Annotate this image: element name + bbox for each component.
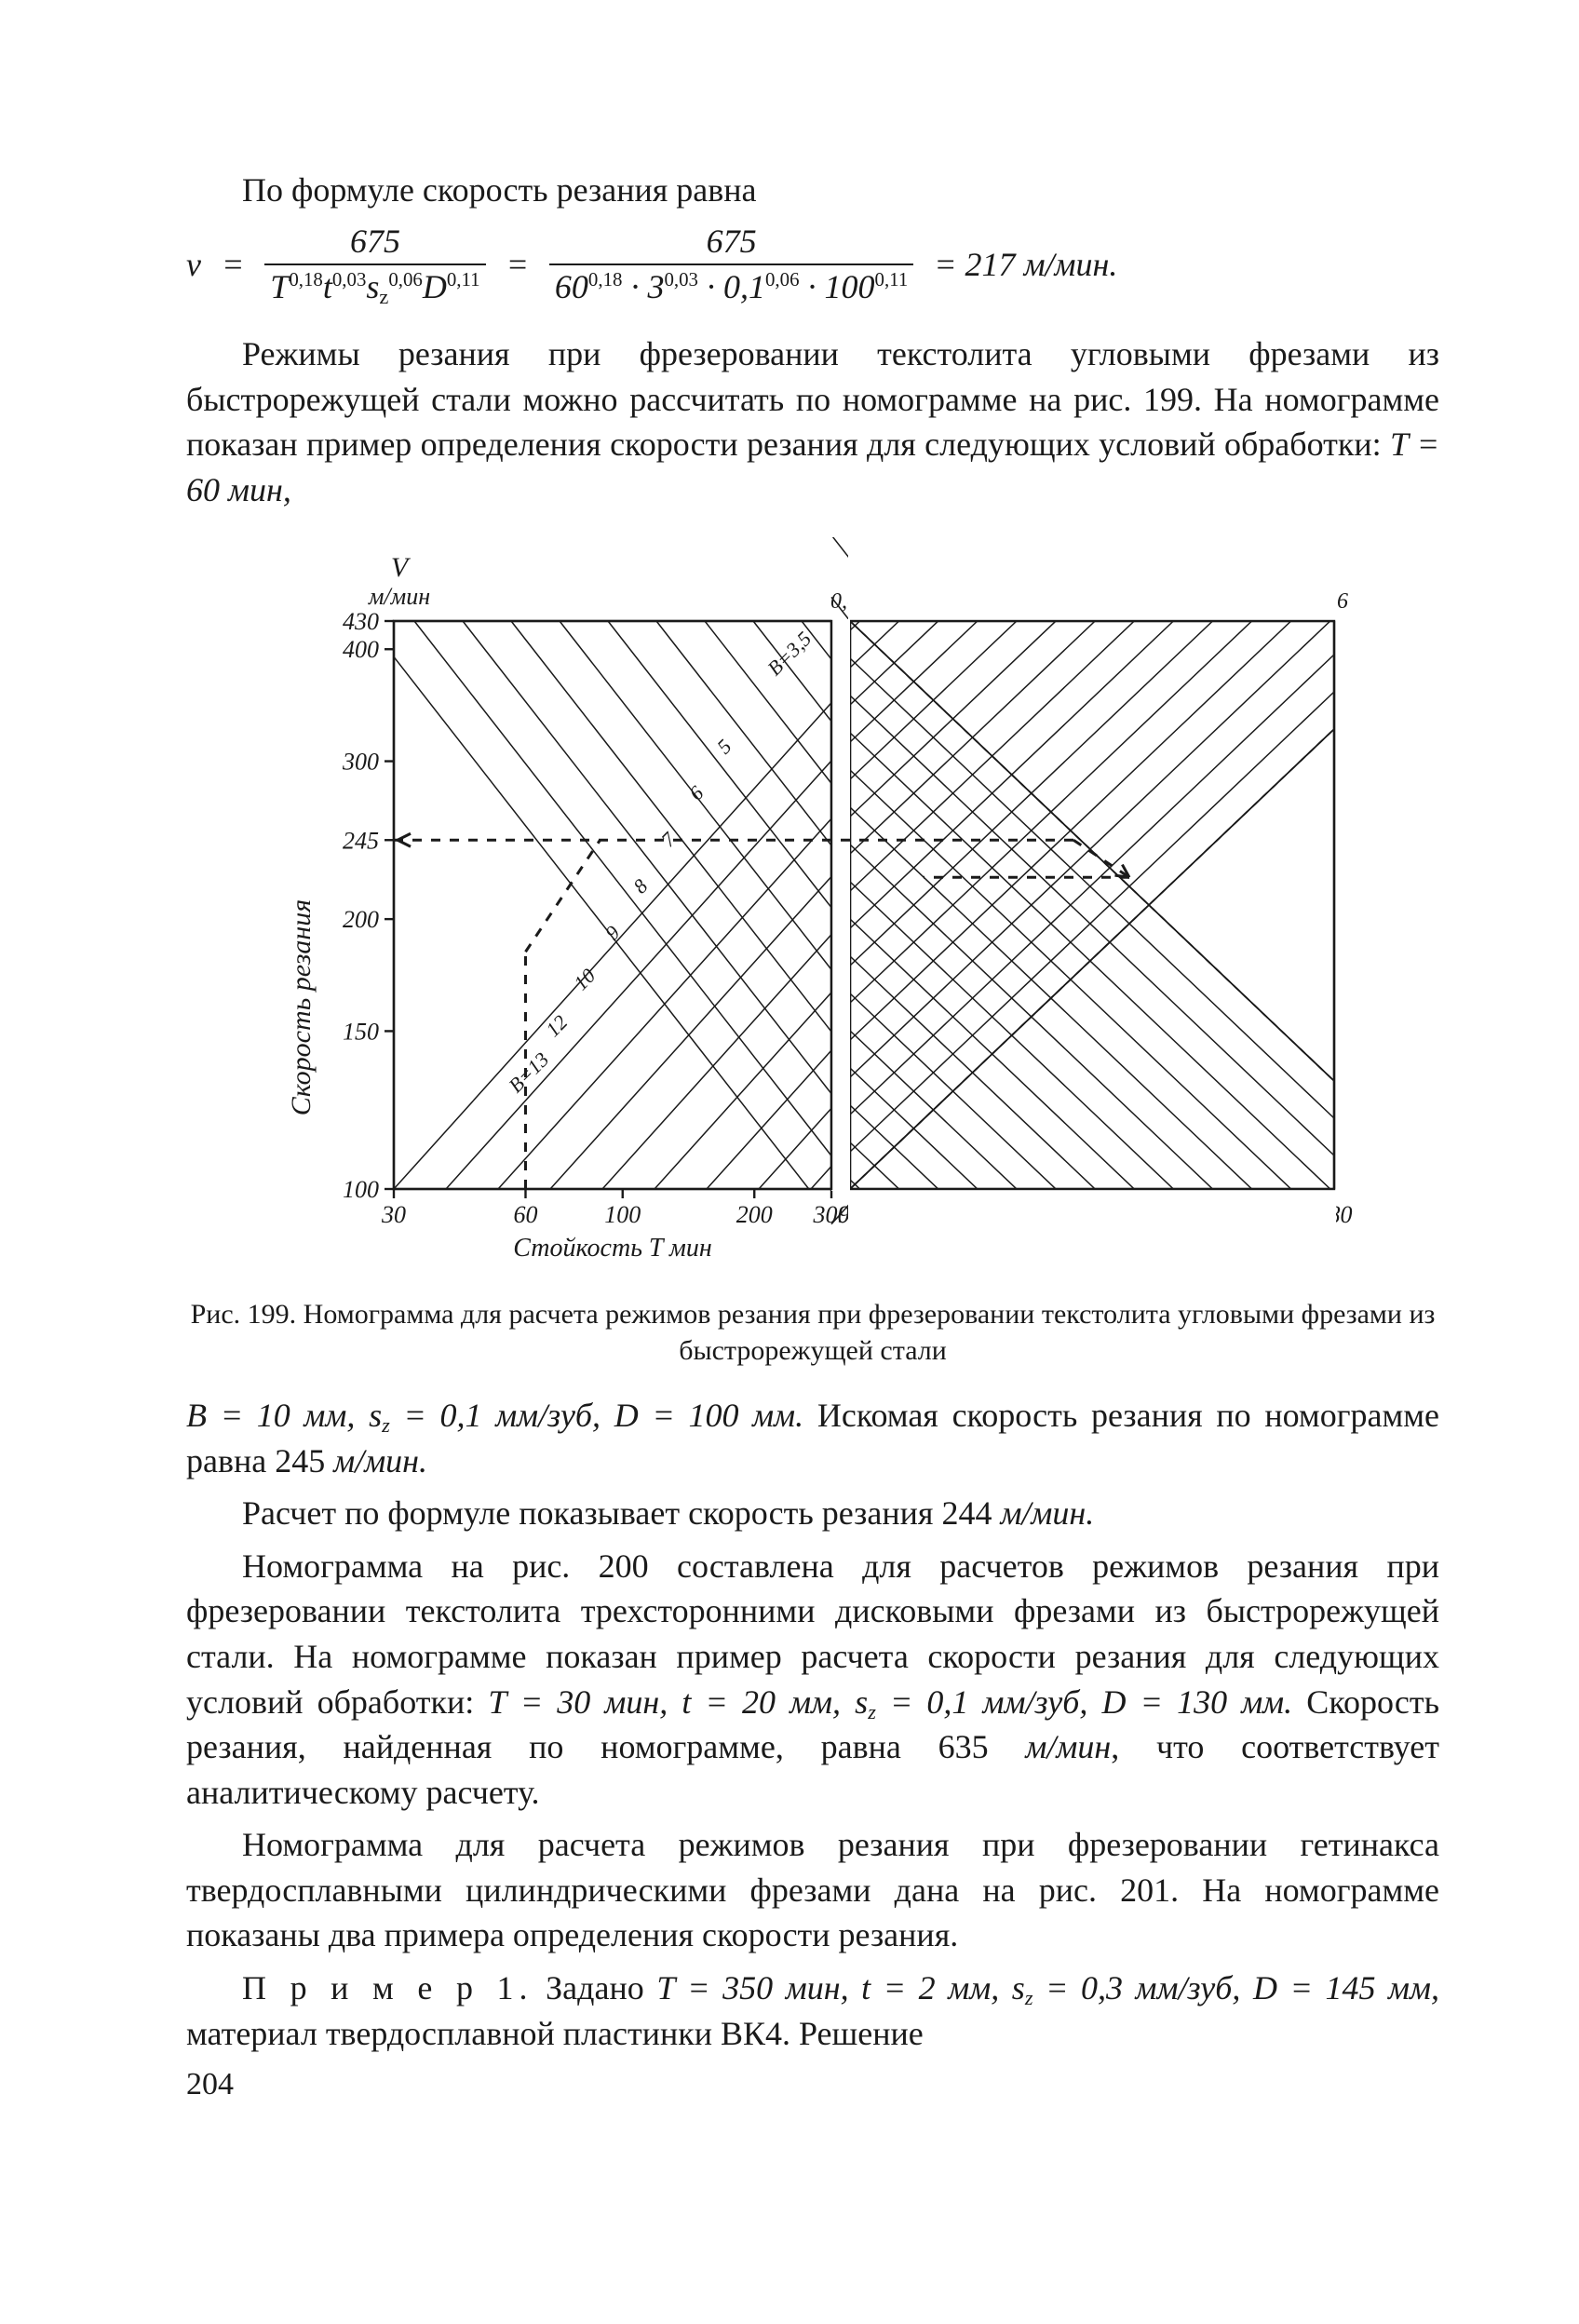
- svg-text:100: 100: [604, 1201, 641, 1228]
- svg-text:300: 300: [342, 748, 379, 775]
- svg-text:245: 245: [343, 827, 379, 854]
- svg-text:200: 200: [343, 906, 379, 933]
- formula-v: v: [186, 242, 201, 288]
- para-intro-nomogram: Режимы резания при фрезеровании текстоли…: [186, 331, 1439, 512]
- svg-text:Стойкость T мин: Стойкость T мин: [513, 1234, 712, 1263]
- den2: 600,18 · 30,03 · 0,10,06 · 1000,11: [549, 270, 913, 305]
- eq1: =: [222, 242, 244, 288]
- svg-text:150: 150: [343, 1018, 379, 1045]
- figure-199: 100 150 200 245 300 400430 Vм/мин Скорость реза…: [254, 537, 1371, 1276]
- svg-text:B=3,5: B=3,5: [763, 627, 816, 680]
- svg-text:8: 8: [628, 874, 652, 898]
- svg-text:430: 430: [343, 608, 379, 635]
- page-number: 204: [186, 2063, 1439, 2106]
- eq2: =: [506, 242, 529, 288]
- svg-text:6: 6: [684, 781, 708, 804]
- svg-text:12: 12: [541, 1010, 572, 1041]
- para-example-params: B = 10 мм, sz = 0,1 мм/зуб, D = 100 мм. …: [186, 1393, 1439, 1483]
- svg-text:Скорость резания: Скорость резания: [286, 899, 317, 1115]
- svg-text:V: V: [391, 552, 412, 583]
- nomogram-svg: 100 150 200 245 300 400430 Vм/мин Скорость реза…: [254, 537, 1371, 1263]
- svg-text:60: 60: [513, 1201, 537, 1228]
- fraction-2: 675 600,18 · 30,03 · 0,10,06 · 1000,11: [549, 224, 913, 306]
- svg-text:B=13: B=13: [504, 1047, 553, 1097]
- svg-text:9: 9: [601, 921, 624, 944]
- figure-caption: Рис. 199. Номограмма для расчета режимов…: [186, 1297, 1439, 1369]
- para-calc-244: Расчет по формуле показывает скорость ре…: [186, 1491, 1439, 1536]
- svg-text:100: 100: [343, 1176, 379, 1203]
- den1: T0,18t0,03sz0,06D0,11: [264, 270, 485, 305]
- speed-formula: v = 675 T0,18t0,03sz0,06D0,11 = 675 600,…: [186, 224, 1439, 306]
- intro-line: По формуле скорость резания равна: [186, 168, 1439, 213]
- svg-text:5: 5: [712, 735, 736, 758]
- svg-text:400: 400: [343, 636, 379, 663]
- svg-text:200: 200: [736, 1201, 773, 1228]
- para-fig201: Номограмма для расчета режимов резания п…: [186, 1822, 1439, 1958]
- num1: 675: [344, 224, 406, 260]
- fraction-1: 675 T0,18t0,03sz0,06D0,11: [264, 224, 485, 306]
- para-example-1: П р и м е р 1. Задано T = 350 мин, t = 2…: [186, 1966, 1439, 2056]
- svg-text:30: 30: [381, 1201, 406, 1228]
- num2: 675: [701, 224, 763, 260]
- svg-text:м/мин: м/мин: [368, 583, 430, 610]
- para-fig200: Номограмма на рис. 200 составлена для ра…: [186, 1544, 1439, 1816]
- formula-rhs: = 217 м/мин.: [934, 242, 1117, 288]
